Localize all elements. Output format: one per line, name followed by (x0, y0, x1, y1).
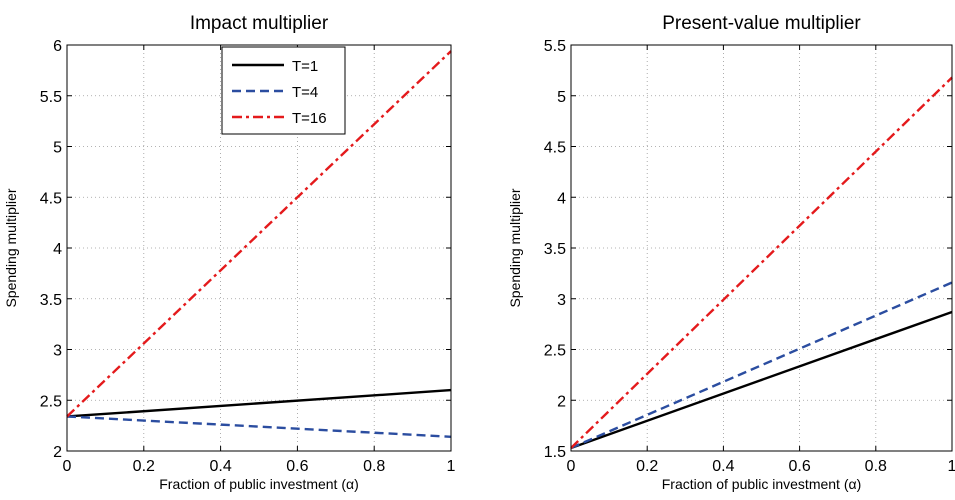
series-line-t1 (570, 310, 953, 450)
series-line-t4 (570, 281, 953, 450)
y-tick-label: 5 (53, 140, 62, 157)
legend-box (221, 46, 346, 135)
y-tick-label: 2 (53, 444, 62, 461)
y-tick-label: 4 (557, 190, 566, 207)
x-tick-label: 0.8 (363, 458, 385, 475)
y-tick-label: 3 (557, 292, 566, 309)
y-tick-label: 5.5 (544, 38, 566, 55)
legend-label: T=4 (292, 84, 318, 101)
x-tick-label: 0.4 (209, 458, 231, 475)
y-tick-label: 4.5 (544, 140, 566, 157)
y-tick-label: 3 (53, 343, 62, 360)
series-line-t4 (66, 415, 452, 438)
x-tick-label: 0.6 (788, 458, 810, 475)
chart-title: Impact multiplier (190, 13, 329, 34)
y-tick-label: 2.5 (544, 343, 566, 360)
y-axis-label: Spending multiplier (507, 188, 523, 307)
x-axis-label: Fraction of public investment (α) (662, 476, 862, 492)
x-tick-label: 1 (948, 458, 955, 475)
legend: T=1 T=4 T=16 (221, 46, 346, 135)
series-line-t16 (570, 76, 953, 449)
x-tick-label: 1 (447, 458, 456, 475)
x-tick-label: 0.2 (133, 458, 155, 475)
y-tick-label: 2 (557, 393, 566, 410)
y-tick-label: 5.5 (40, 89, 62, 106)
chart-panel-1: 0 0.2 0.4 0.6 0.8 1 2 2.5 3 3.5 4 4.5 5 5.5 6 Impact mu… (3, 13, 456, 492)
y-tick-label: 6 (53, 38, 62, 55)
legend-label: T=1 (292, 58, 318, 75)
x-tick-label: 0.6 (286, 458, 308, 475)
x-tick-label: 0.2 (636, 458, 658, 475)
series-line-t16 (66, 50, 452, 418)
y-tick-label: 3.5 (544, 241, 566, 258)
x-tick-label: 0.4 (712, 458, 734, 475)
chart-title: Present-value multiplier (662, 13, 861, 34)
x-tick-label: 0 (567, 458, 576, 475)
series-line-t1 (66, 388, 452, 418)
x-tick-label: 0 (63, 458, 72, 475)
chart-panel-2: 0 0.2 0.4 0.6 0.8 1 1.5 2 2.5 3 3.5 4 4.5 5 5.5 Present… (507, 13, 955, 492)
y-tick-label: 5 (557, 89, 566, 106)
legend-label: T=16 (292, 110, 327, 127)
y-tick-label: 1.5 (544, 444, 566, 461)
y-axis-label: Spending multiplier (3, 188, 19, 307)
y-tick-label: 4.5 (40, 190, 62, 207)
y-tick-label: 2.5 (40, 393, 62, 410)
plot-frame (570, 44, 953, 452)
x-axis-label: Fraction of public investment (α) (159, 476, 359, 492)
y-tick-label: 3.5 (40, 292, 62, 309)
y-tick-label: 4 (53, 241, 62, 258)
x-tick-label: 0.8 (865, 458, 887, 475)
